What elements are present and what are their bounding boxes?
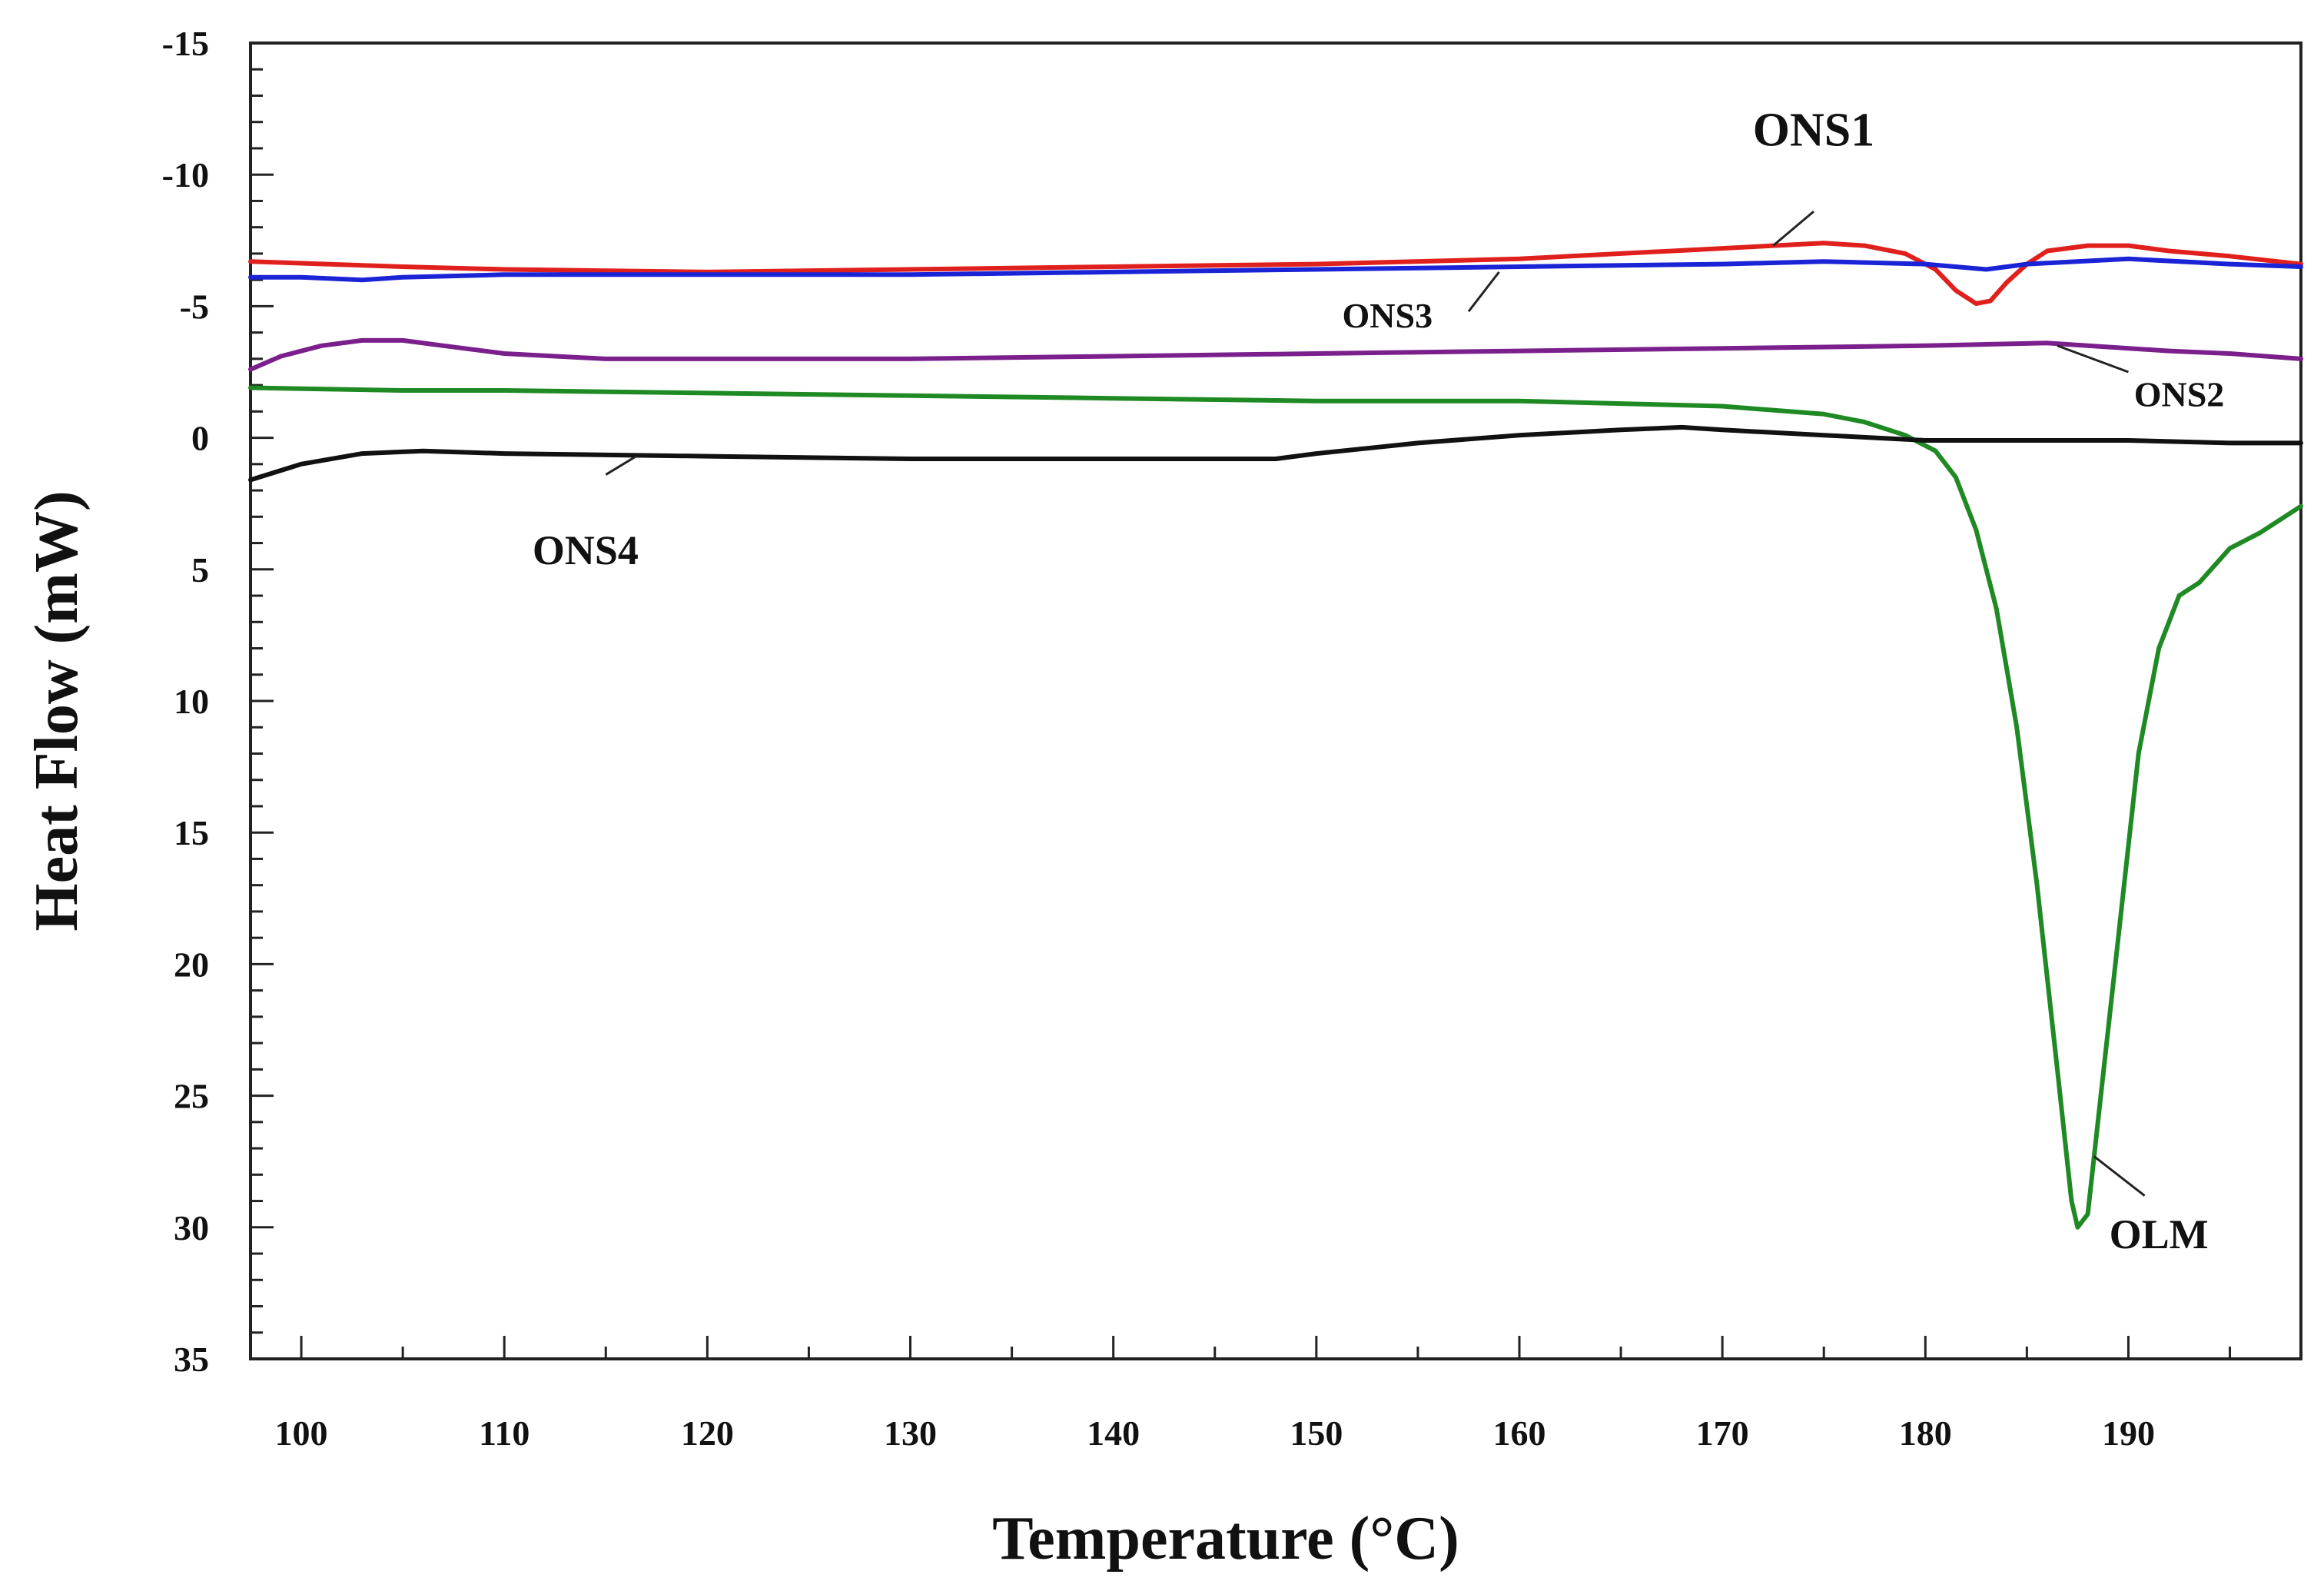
plot-frame — [249, 42, 2302, 1360]
y-tick-label: -5 — [180, 287, 209, 326]
annotation-label-ons3: ONS3 — [1342, 296, 1433, 335]
series-line-ons4 — [248, 424, 2303, 483]
x-tick-label: 150 — [1290, 1413, 1343, 1453]
annotation-leader-ons2 — [2057, 344, 2129, 374]
x-tick-label: 110 — [479, 1413, 530, 1453]
x-tick-label: 160 — [1492, 1413, 1545, 1453]
annotation-leader-ons4 — [605, 455, 637, 476]
y-tick-label: 30 — [174, 1208, 209, 1247]
series-line-ons3 — [248, 256, 2303, 283]
y-tick-label: 10 — [174, 682, 209, 721]
series-lines — [248, 241, 2303, 1230]
y-tick-label: 15 — [174, 813, 209, 852]
y-tick-label: -15 — [162, 24, 209, 63]
annotation-leader-olm — [2093, 1155, 2146, 1197]
annotation-label-ons4: ONS4 — [533, 527, 639, 573]
x-tick-label: 190 — [2102, 1413, 2155, 1453]
annotation-leader-ons3 — [1467, 271, 1500, 313]
x-axis-title: Temperature (°C) — [992, 1505, 1459, 1573]
y-axis: -15 -10 -5 0 5 10 15 20 25 30 35 — [162, 24, 274, 1379]
y-tick-label: 25 — [174, 1077, 209, 1116]
annotation-label-olm: OLM — [2110, 1211, 2209, 1257]
y-tick-label: 5 — [191, 550, 209, 590]
annotation-label-ons2: ONS2 — [2134, 375, 2225, 414]
annotation-label-ons1: ONS1 — [1753, 105, 1874, 157]
plot-border — [249, 42, 2302, 1360]
y-axis-title: Heat Flow (mW) — [23, 490, 91, 931]
x-axis: 100 110 120 130 140 150 160 170 180 190 — [275, 1336, 2232, 1453]
x-tick-label: 180 — [1899, 1413, 1952, 1453]
x-tick-label: 140 — [1087, 1413, 1140, 1453]
y-tick-label: -10 — [162, 155, 209, 194]
x-tick-label: 120 — [681, 1413, 734, 1453]
x-tick-label: 170 — [1696, 1413, 1749, 1453]
y-tick-label: 0 — [191, 419, 209, 458]
series-line-ons1 — [248, 241, 2303, 306]
x-tick-label: 100 — [275, 1413, 328, 1453]
annotation-leader-ons1 — [1772, 210, 1814, 247]
y-tick-label: 20 — [174, 945, 209, 984]
series-line-olm — [248, 385, 2303, 1230]
series-annotations: ONS1 ONS3 ONS2 OLM ONS4 — [533, 105, 2224, 1258]
series-line-ons2 — [248, 337, 2303, 372]
x-tick-label: 130 — [884, 1413, 937, 1453]
y-tick-label: 35 — [174, 1340, 209, 1379]
